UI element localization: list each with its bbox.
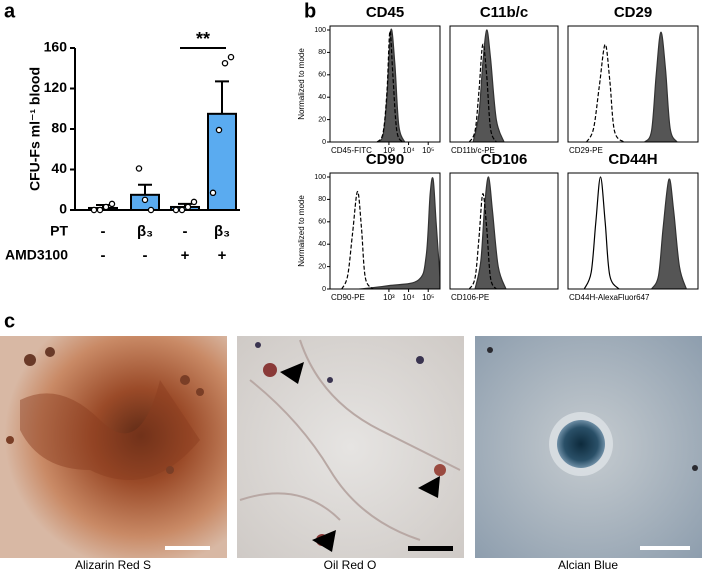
- histogram-line: [586, 43, 625, 142]
- y-tick-label: 20: [318, 263, 326, 270]
- panel-title: CD90: [366, 151, 404, 168]
- significance: **: [196, 29, 210, 49]
- data-point: [141, 196, 149, 204]
- data-point: [221, 59, 229, 67]
- x-tick-label: 10⁴: [402, 146, 415, 155]
- x-tick-label: +: [218, 247, 227, 264]
- x-tick-label: 10⁵: [422, 146, 434, 155]
- histogram-line: [341, 190, 374, 289]
- data-point: [178, 206, 186, 214]
- x-axis-label: CD106-PE: [451, 293, 489, 302]
- y-tick-label: 0: [59, 201, 67, 217]
- y-tick-label: 60: [318, 219, 326, 226]
- y-tick-label: 20: [318, 116, 326, 123]
- micrograph: [237, 336, 464, 558]
- data-point: [147, 206, 155, 214]
- y-tick-label: 0: [322, 286, 326, 293]
- error-bar: [138, 183, 152, 195]
- x-tick-label: 10³: [383, 293, 395, 302]
- micrograph: [475, 336, 702, 558]
- x-tick-label: 10⁵: [422, 293, 434, 302]
- data-point: [209, 189, 217, 197]
- y-tick-label: 80: [318, 196, 326, 203]
- x-tick-label: -: [143, 247, 148, 264]
- data-point: [172, 206, 180, 214]
- y-tick-label: 100: [314, 27, 326, 34]
- x-tick-label: β₃: [214, 223, 230, 240]
- data-point: [215, 126, 223, 134]
- x-tick-label: -: [101, 223, 106, 240]
- histogram-area: [474, 176, 507, 289]
- plot-frame: [567, 25, 699, 143]
- caption: Alizarin Red S: [75, 558, 151, 572]
- plot-frame: [449, 25, 559, 143]
- x-tick-label: β₃: [137, 223, 153, 240]
- x-axis-label: CD45-FITC: [331, 146, 372, 155]
- x-axis-label: CD90-PE: [331, 293, 365, 302]
- panel-title: CD44H: [608, 151, 657, 168]
- panel-title: CD29: [614, 4, 652, 21]
- histogram-area: [472, 29, 505, 142]
- y-tick-label: 40: [51, 160, 67, 176]
- panel-title: C11b/c: [480, 4, 528, 21]
- panel-title: CD106: [481, 151, 528, 168]
- data-point: [96, 206, 104, 214]
- caption: Oil Red O: [324, 558, 377, 572]
- x-tick-label: -: [101, 247, 106, 264]
- histogram-area: [643, 31, 678, 142]
- y-tick-label: 40: [318, 94, 326, 101]
- histogram-line: [376, 30, 404, 142]
- data-point: [135, 165, 143, 172]
- plot-frame: [329, 172, 441, 290]
- data-point: [108, 200, 116, 208]
- caption: Alcian Blue: [558, 558, 618, 572]
- y-tick-label: 0: [322, 139, 326, 146]
- y-tick-label: 100: [314, 174, 326, 181]
- y-axis-label: Normalized to mode: [297, 195, 306, 267]
- x-tick-label: +: [181, 247, 190, 264]
- data-point: [227, 53, 235, 61]
- x-tick-label: 10³: [383, 146, 395, 155]
- y-tick-label: 80: [318, 49, 326, 56]
- histogram-line: [583, 176, 620, 289]
- y-tick-label: 160: [44, 39, 68, 55]
- y-tick-label: 60: [318, 72, 326, 79]
- micrograph: [0, 336, 227, 558]
- y-tick-label: 80: [51, 120, 67, 136]
- plot-frame: [449, 172, 559, 290]
- row-label: AMD3100: [5, 247, 68, 263]
- histogram-line: [468, 43, 497, 142]
- plot-frame: [329, 25, 441, 143]
- panel-label: b: [304, 0, 316, 22]
- x-axis-label: CD29-PE: [569, 146, 603, 155]
- x-axis-label: CD11b/c-PE: [451, 146, 495, 155]
- x-tick-label: -: [183, 223, 188, 240]
- data-point: [184, 203, 192, 211]
- row-label: PT: [50, 223, 68, 239]
- panel-label: a: [4, 0, 16, 22]
- x-axis-label: CD44H-AlexaFluor647: [569, 293, 650, 302]
- y-axis-label: Normalized to mode: [297, 48, 306, 120]
- y-tick-label: 120: [44, 79, 68, 95]
- histogram-line: [468, 193, 497, 289]
- data-point: [90, 206, 98, 214]
- data-point: [102, 203, 110, 211]
- histogram-area: [359, 177, 440, 289]
- y-axis-label: CFU-Fs ml⁻¹ blood: [27, 67, 43, 191]
- data-point: [190, 198, 198, 206]
- y-tick-label: 40: [318, 241, 326, 248]
- panel-label: c: [4, 310, 15, 332]
- panel-title: CD45: [366, 4, 404, 21]
- plot-frame: [567, 172, 699, 290]
- x-tick-label: 10⁴: [402, 293, 415, 302]
- error-bar: [215, 80, 229, 114]
- histogram-area: [650, 178, 688, 289]
